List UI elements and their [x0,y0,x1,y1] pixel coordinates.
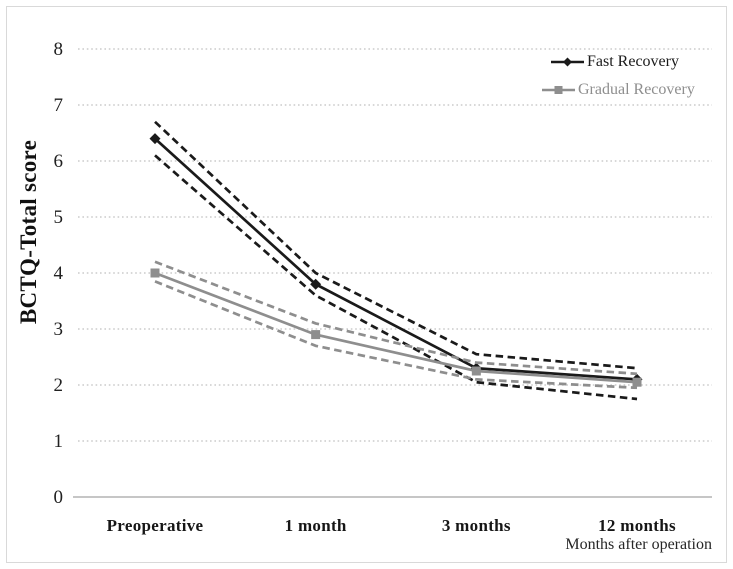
x-axis-caption: Months after operation [565,536,712,553]
gradual-recovery-line-marker-icon [542,86,575,94]
x-category-label: 3 months [442,516,511,535]
y-tick-label: 0 [54,487,64,508]
legend-label-fast-recovery: Fast Recovery [587,53,679,70]
x-category-label: Preoperative [107,516,204,535]
figure-frame [6,6,727,563]
legend-marker-icon [563,57,572,67]
legend-label-gradual-recovery: Gradual Recovery [578,81,695,98]
ci-lower-line-gradual-recovery [154,280,638,390]
ci-upper-line-gradual-recovery [154,260,638,376]
y-tick-label: 4 [54,263,64,284]
series-line-gradual-recovery [154,271,638,384]
marker-diamond-fast-recovery [310,278,322,290]
y-tick-label: 5 [54,207,64,228]
y-tick-label: 6 [54,151,64,172]
marker-square-gradual-recovery [311,330,321,340]
y-tick-label: 1 [54,431,64,452]
legend-marker-icon [554,86,563,94]
y-tick-label: 7 [54,95,64,116]
legend-item-fast-recovery: Fast Recovery [550,53,679,71]
ci-upper-line-fast-recovery [154,120,638,370]
y-tick-label: 2 [54,375,64,396]
marker-diamond-fast-recovery [149,133,161,145]
y-tick-label: 8 [54,39,64,60]
x-category-label: 1 month [285,516,347,535]
marker-square-gradual-recovery [150,268,160,278]
y-axis-title: BCTQ-Total score [16,139,41,325]
marker-square-gradual-recovery [471,366,481,376]
y-tick-label: 3 [54,319,64,340]
fast-recovery-line-marker-icon [551,57,584,67]
ci-lower-line-fast-recovery [154,154,638,401]
series-line-fast-recovery [154,137,638,381]
legend-item-gradual-recovery: Gradual Recovery [541,81,695,99]
marker-square-gradual-recovery [632,377,642,387]
x-category-label: 12 months [598,516,676,535]
